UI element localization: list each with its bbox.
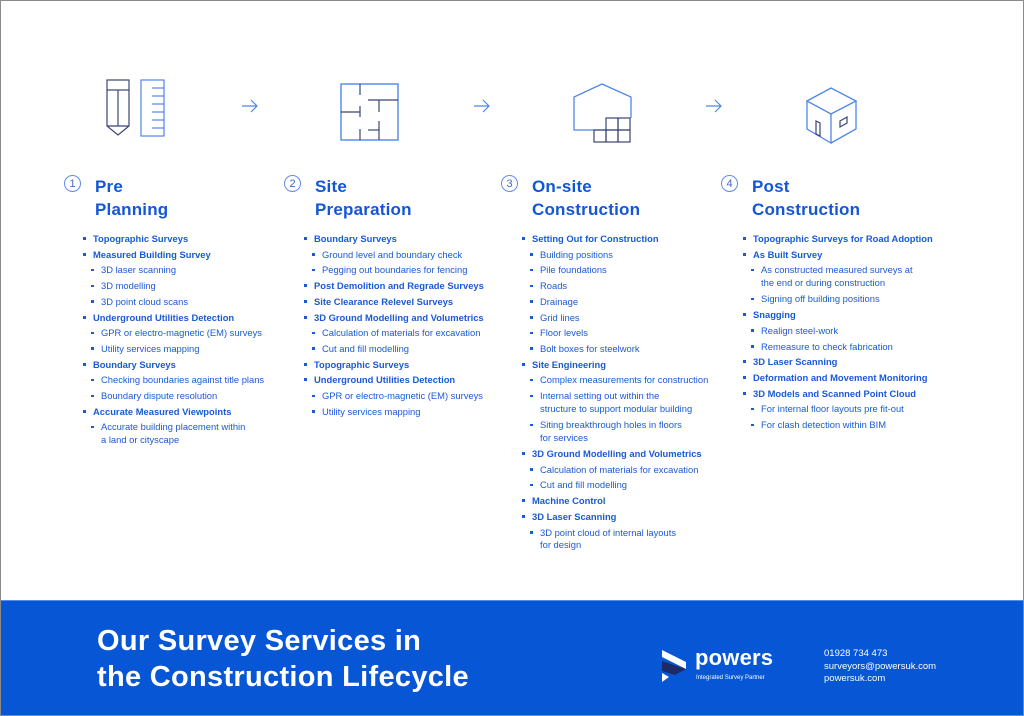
service-subitem: 3D modelling	[82, 278, 287, 294]
service-item: Accurate Measured Viewpoints	[82, 404, 287, 420]
service-subitem: Utility services mapping	[82, 341, 287, 357]
stage-1-header: 1 Pre Planning	[64, 175, 168, 221]
service-item: Post Demolition and Regrade Surveys	[303, 278, 508, 294]
stage-title-line: Planning	[95, 200, 169, 219]
service-subitem: 3D point cloud of internal layouts for de…	[521, 525, 736, 554]
stage-3-header: 3 On-site Construction	[501, 175, 640, 221]
service-subitem: For internal floor layouts pre fit-out	[742, 401, 957, 417]
contact-website[interactable]: powersuk.com	[824, 673, 886, 684]
service-subitem: Building positions	[521, 247, 736, 263]
cube-building-icon	[805, 87, 858, 145]
service-item: Underground Utilities Detection	[82, 310, 287, 326]
service-subitem: GPR or electro-magnetic (EM) surveys	[82, 325, 287, 341]
service-subitem: Complex measurements for construction	[521, 372, 736, 388]
service-item: 3D Laser Scanning	[521, 509, 736, 525]
service-subitem: Signing off building positions	[742, 291, 957, 307]
service-subitem: Roads	[521, 278, 736, 294]
service-subitem: 3D laser scanning	[82, 262, 287, 278]
service-subitem: Bolt boxes for steelwork	[521, 341, 736, 357]
stage-title: Post Construction	[752, 175, 860, 221]
service-item: Boundary Surveys	[303, 231, 508, 247]
service-subitem: Calculation of materials for excavation	[303, 325, 508, 341]
arrow-right-icon	[705, 99, 723, 113]
stage-title-line: Site	[315, 177, 347, 196]
stage-1-services-list: Topographic Surveys Measured Building Sur…	[82, 231, 287, 448]
stage-title-line: On-site	[532, 177, 592, 196]
stage-3-services-list: Setting Out for Construction Building pos…	[521, 231, 736, 554]
service-subitem: Boundary dispute resolution	[82, 388, 287, 404]
service-subitem: Remeasure to check fabrication	[742, 339, 957, 355]
service-subitem: GPR or electro-magnetic (EM) surveys	[303, 388, 508, 404]
arrow-right-icon	[473, 99, 491, 113]
stage-2-header: 2 Site Preparation	[284, 175, 412, 221]
service-subitem: Drainage	[521, 294, 736, 310]
stage-number-badge: 3	[501, 175, 518, 192]
banner-title: Our Survey Services in the Construction …	[97, 623, 469, 695]
service-item: Site Clearance Relevel Surveys	[303, 294, 508, 310]
service-subitem: Cut and fill modelling	[521, 477, 736, 493]
stage-number-badge: 2	[284, 175, 301, 192]
contact-details: 01928 734 473 surveyors@powersuk.com pow…	[824, 648, 936, 686]
service-subitem: Floor levels	[521, 325, 736, 341]
service-item: Boundary Surveys	[82, 357, 287, 373]
stage-4-services-list: Topographic Surveys for Road Adoption As …	[742, 231, 957, 433]
service-item: Site Engineering	[521, 357, 736, 373]
contact-email[interactable]: surveyors@powersuk.com	[824, 660, 937, 672]
service-subitem: Realign steel-work	[742, 323, 957, 339]
service-subitem: 3D point cloud scans	[82, 294, 287, 310]
house-frame-icon	[573, 83, 635, 143]
stage-title-line: Construction	[752, 200, 861, 219]
brand-name: powers	[695, 645, 774, 670]
stage-title: On-site Construction	[532, 175, 640, 221]
service-item: Underground Utilities Detection	[303, 372, 508, 388]
service-item: 3D Ground Modelling and Volumetrics	[521, 446, 736, 462]
service-subitem: Grid lines	[521, 310, 736, 326]
service-item: Topographic Surveys	[303, 357, 508, 373]
stage-title: Site Preparation	[315, 175, 412, 221]
powers-logo-icon	[661, 649, 687, 688]
stage-title-line: Preparation	[315, 200, 412, 219]
stage-title-line: Post	[752, 177, 790, 196]
stage-number-badge: 4	[721, 175, 738, 192]
stage-title: Pre Planning	[95, 175, 168, 221]
banner-title-line: Our Survey Services in	[97, 625, 422, 657]
service-subitem: For clash detection within BIM	[742, 417, 957, 433]
service-item: 3D Laser Scanning	[742, 354, 957, 370]
service-subitem: Internal setting out within the structure…	[521, 388, 736, 417]
contact-phone: 01928 734 473	[824, 648, 888, 659]
stage-title-line: Construction	[532, 200, 641, 219]
service-item: Measured Building Survey	[82, 247, 287, 263]
stage-title-line: Pre	[95, 177, 124, 196]
banner-title-line: the Construction Lifecycle	[97, 661, 469, 693]
service-item: Topographic Surveys for Road Adoption	[742, 231, 957, 247]
service-subitem: As constructed measured surveys at the en…	[742, 262, 957, 291]
footer-banner: Our Survey Services in the Construction …	[1, 600, 1023, 715]
arrow-right-icon	[241, 99, 259, 113]
service-item: Topographic Surveys	[82, 231, 287, 247]
floor-plan-icon	[340, 83, 400, 141]
service-item: As Built Survey	[742, 247, 957, 263]
service-subitem: Cut and fill modelling	[303, 341, 508, 357]
service-subitem: Accurate building placement within a land…	[82, 419, 287, 448]
service-item: 3D Models and Scanned Point Cloud	[742, 386, 957, 402]
service-item: Machine Control	[521, 493, 736, 509]
stage-4-header: 4 Post Construction	[721, 175, 860, 221]
service-subitem: Ground level and boundary check	[303, 247, 508, 263]
service-subitem: Utility services mapping	[303, 404, 508, 420]
service-item: Setting Out for Construction	[521, 231, 736, 247]
service-item: Deformation and Movement Monitoring	[742, 370, 957, 386]
service-subitem: Calculation of materials for excavation	[521, 462, 736, 478]
service-item: 3D Ground Modelling and Volumetrics	[303, 310, 508, 326]
service-item: Snagging	[742, 307, 957, 323]
service-subitem: Checking boundaries against title plans	[82, 372, 287, 388]
brand-tagline: Integrated Survey Partner	[696, 675, 765, 681]
pencil-ruler-icon	[106, 79, 166, 137]
stage-number-badge: 1	[64, 175, 81, 192]
service-subitem: Siting breakthrough holes in floors for s…	[521, 417, 736, 446]
service-subitem: Pile foundations	[521, 262, 736, 278]
service-subitem: Pegging out boundaries for fencing	[303, 262, 508, 278]
stage-2-services-list: Boundary Surveys Ground level and boundar…	[303, 231, 508, 419]
